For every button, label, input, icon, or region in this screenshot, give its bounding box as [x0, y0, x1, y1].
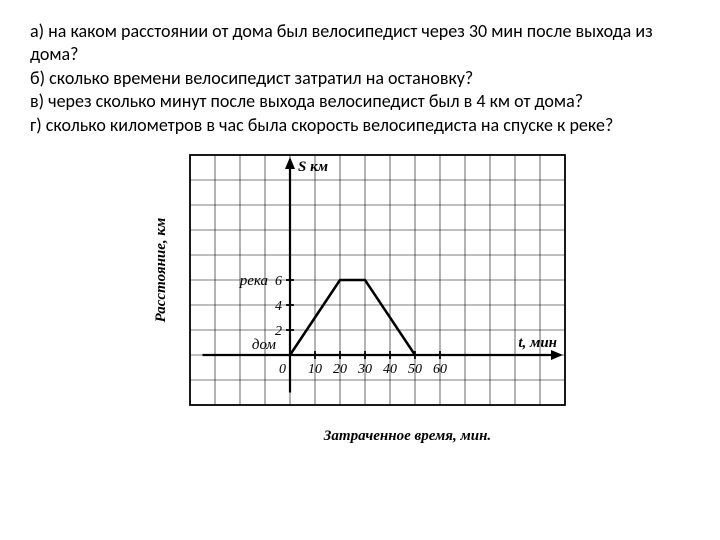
svg-text:S км: S км	[298, 159, 328, 175]
svg-text:50: 50	[408, 362, 422, 377]
svg-text:дом: дом	[252, 337, 277, 353]
svg-text:t, мин: t, мин	[518, 335, 557, 351]
question-a: а) на каком расстоянии от дома был велос…	[30, 20, 690, 67]
question-b: б) сколько времени велосипедист затратил…	[30, 67, 690, 90]
svg-text:60: 60	[433, 362, 447, 377]
svg-text:4: 4	[275, 299, 282, 314]
question-c: в) через сколько минут после выхода вело…	[30, 90, 690, 113]
svg-text:6: 6	[275, 274, 282, 289]
svg-text:20: 20	[333, 362, 347, 377]
svg-text:река: река	[239, 273, 268, 289]
svg-text:Затраченное время, мин.: Затраченное время, мин.	[323, 428, 491, 444]
svg-text:Расстояние, км: Расстояние, км	[153, 218, 169, 323]
svg-text:40: 40	[383, 362, 397, 377]
svg-text:0: 0	[279, 362, 286, 377]
svg-text:2: 2	[275, 324, 282, 339]
distance-time-chart: 2 4 6 10 20 30 40 50 60 0 S км t, мин река дом Затраче…	[150, 145, 570, 455]
questions-block: а) на каком расстоянии от дома был велос…	[30, 20, 690, 137]
chart-container: 2 4 6 10 20 30 40 50 60 0 S км t, мин река дом Затраче…	[30, 145, 690, 460]
svg-text:30: 30	[357, 362, 372, 377]
svg-text:10: 10	[308, 362, 322, 377]
question-d: г) сколько километров в час была скорост…	[30, 114, 690, 137]
